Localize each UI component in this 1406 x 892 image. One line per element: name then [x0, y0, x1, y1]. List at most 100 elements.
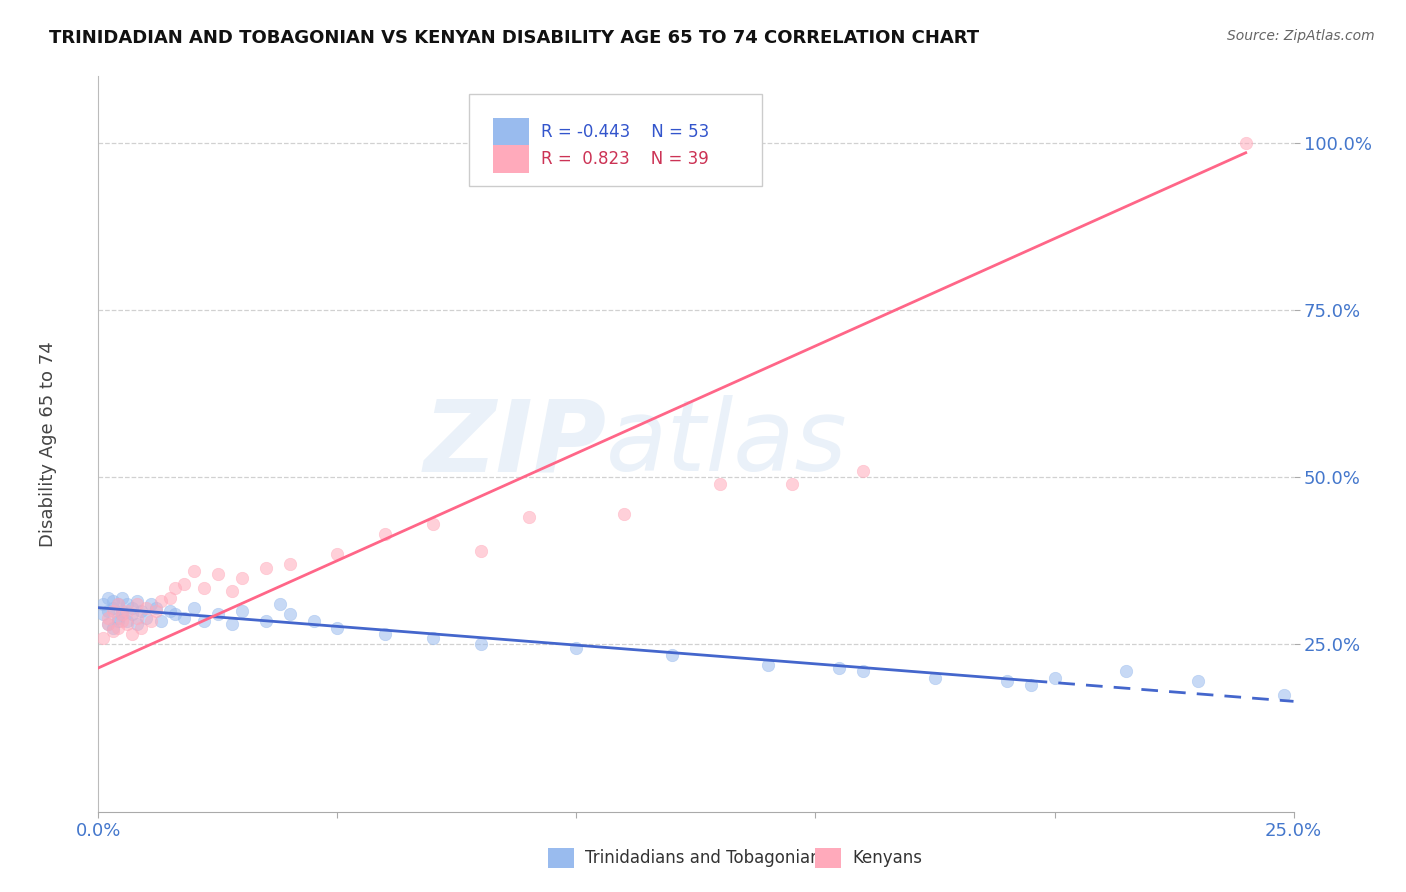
Point [231, 604, 253, 618]
Point [145, 604, 167, 618]
Point [183, 564, 205, 578]
Point [107, 621, 129, 635]
Point [1043, 671, 1066, 685]
Point [326, 621, 349, 635]
Text: TRINIDADIAN AND TOBAGONIAN VS KENYAN DISABILITY AGE 65 TO 74 CORRELATION CHART: TRINIDADIAN AND TOBAGONIAN VS KENYAN DIS… [49, 29, 980, 46]
Point [828, 661, 851, 675]
Point [135, 611, 157, 625]
Point [139, 614, 162, 628]
Point [1272, 688, 1295, 702]
Point [163, 581, 186, 595]
Point [91, 607, 114, 622]
Point [97, 617, 120, 632]
Point [101, 594, 124, 608]
Point [852, 464, 875, 478]
Point [97, 591, 120, 605]
Point [111, 607, 134, 622]
Text: Source: ZipAtlas.com: Source: ZipAtlas.com [1227, 29, 1375, 43]
Point [91, 598, 114, 612]
Point [207, 567, 229, 582]
Point [254, 560, 277, 574]
Bar [494, 145, 529, 173]
Point [565, 640, 588, 655]
Point [149, 614, 172, 628]
Point [1115, 664, 1137, 679]
Point [852, 664, 875, 679]
Point [101, 600, 124, 615]
Point [111, 607, 134, 622]
Point [139, 598, 162, 612]
Point [1234, 136, 1257, 150]
Point [207, 607, 229, 622]
Point [107, 614, 129, 628]
Bar [494, 118, 529, 145]
Point [995, 674, 1018, 689]
Point [125, 611, 148, 625]
Point [131, 604, 153, 618]
Point [422, 516, 444, 531]
Point [661, 648, 683, 662]
Point [374, 627, 396, 641]
Point [97, 617, 120, 632]
Text: Trinidadians and Tobagonians: Trinidadians and Tobagonians [585, 849, 830, 867]
Point [254, 614, 277, 628]
Point [115, 598, 138, 612]
Point [278, 607, 301, 622]
Point [101, 604, 124, 618]
Point [422, 631, 444, 645]
Point [115, 604, 138, 618]
Point [101, 624, 124, 639]
Text: R =  0.823    N = 39: R = 0.823 N = 39 [541, 150, 709, 168]
Point [269, 598, 291, 612]
Point [121, 607, 143, 622]
Point [183, 600, 205, 615]
Point [163, 607, 186, 622]
Point [326, 547, 349, 561]
Text: Kenyans: Kenyans [852, 849, 922, 867]
Text: atlas: atlas [606, 395, 848, 492]
Point [145, 600, 167, 615]
Point [780, 476, 803, 491]
Text: Disability Age 65 to 74: Disability Age 65 to 74 [39, 341, 58, 547]
Point [125, 598, 148, 612]
Point [135, 600, 157, 615]
Point [125, 594, 148, 608]
Point [470, 637, 492, 651]
Point [374, 527, 396, 541]
Point [159, 591, 181, 605]
Point [101, 621, 124, 635]
Point [1187, 674, 1209, 689]
Point [221, 583, 243, 598]
Point [470, 543, 492, 558]
Text: R = -0.443    N = 53: R = -0.443 N = 53 [541, 123, 709, 141]
Point [159, 604, 181, 618]
Point [193, 614, 215, 628]
Point [125, 617, 148, 632]
Point [115, 614, 138, 628]
Point [613, 507, 636, 521]
Point [111, 614, 134, 628]
Text: ZIP: ZIP [423, 395, 606, 492]
Point [278, 557, 301, 572]
Point [97, 611, 120, 625]
Point [107, 598, 129, 612]
Point [517, 510, 540, 524]
Point [107, 611, 129, 625]
Point [173, 577, 195, 591]
Point [111, 604, 134, 618]
Point [121, 627, 143, 641]
Point [756, 657, 779, 672]
Point [173, 611, 195, 625]
Point [302, 614, 325, 628]
Point [131, 621, 153, 635]
Point [149, 594, 172, 608]
Point [231, 571, 253, 585]
Point [709, 476, 731, 491]
FancyBboxPatch shape [470, 95, 762, 186]
Point [924, 671, 946, 685]
Point [91, 631, 114, 645]
Point [1019, 678, 1042, 692]
Point [111, 591, 134, 605]
Point [115, 617, 138, 632]
Point [97, 604, 120, 618]
